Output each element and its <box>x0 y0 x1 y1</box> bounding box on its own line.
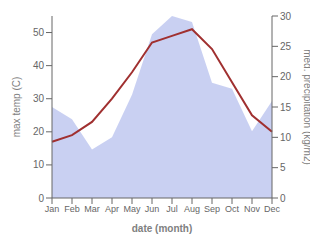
svg-text:date (month): date (month) <box>132 223 193 234</box>
svg-text:med. precipitation (kg/m2): med. precipitation (kg/m2) <box>302 49 310 165</box>
svg-text:30: 30 <box>33 93 45 104</box>
svg-text:0: 0 <box>280 193 286 204</box>
svg-text:Dec: Dec <box>264 204 281 214</box>
svg-text:5: 5 <box>280 162 286 173</box>
svg-text:Sep: Sep <box>204 204 220 214</box>
svg-text:Mar: Mar <box>84 204 100 214</box>
svg-text:Feb: Feb <box>64 204 80 214</box>
svg-text:40: 40 <box>33 60 45 71</box>
svg-text:50: 50 <box>33 27 45 38</box>
svg-text:May: May <box>123 204 141 214</box>
svg-text:Jun: Jun <box>145 204 160 214</box>
svg-text:20: 20 <box>33 126 45 137</box>
svg-text:15: 15 <box>280 102 292 113</box>
svg-text:Jan: Jan <box>45 204 60 214</box>
svg-text:Jul: Jul <box>166 204 178 214</box>
svg-text:25: 25 <box>280 41 292 52</box>
svg-text:20: 20 <box>280 71 292 82</box>
svg-text:Nov: Nov <box>244 204 261 214</box>
svg-text:10: 10 <box>33 159 45 170</box>
svg-text:10: 10 <box>280 132 292 143</box>
svg-text:0: 0 <box>38 193 44 204</box>
svg-text:max temp (C): max temp (C) <box>11 77 22 138</box>
svg-text:Apr: Apr <box>105 204 119 214</box>
svg-text:Oct: Oct <box>225 204 240 214</box>
svg-text:Aug: Aug <box>184 204 200 214</box>
svg-text:30: 30 <box>280 11 292 22</box>
